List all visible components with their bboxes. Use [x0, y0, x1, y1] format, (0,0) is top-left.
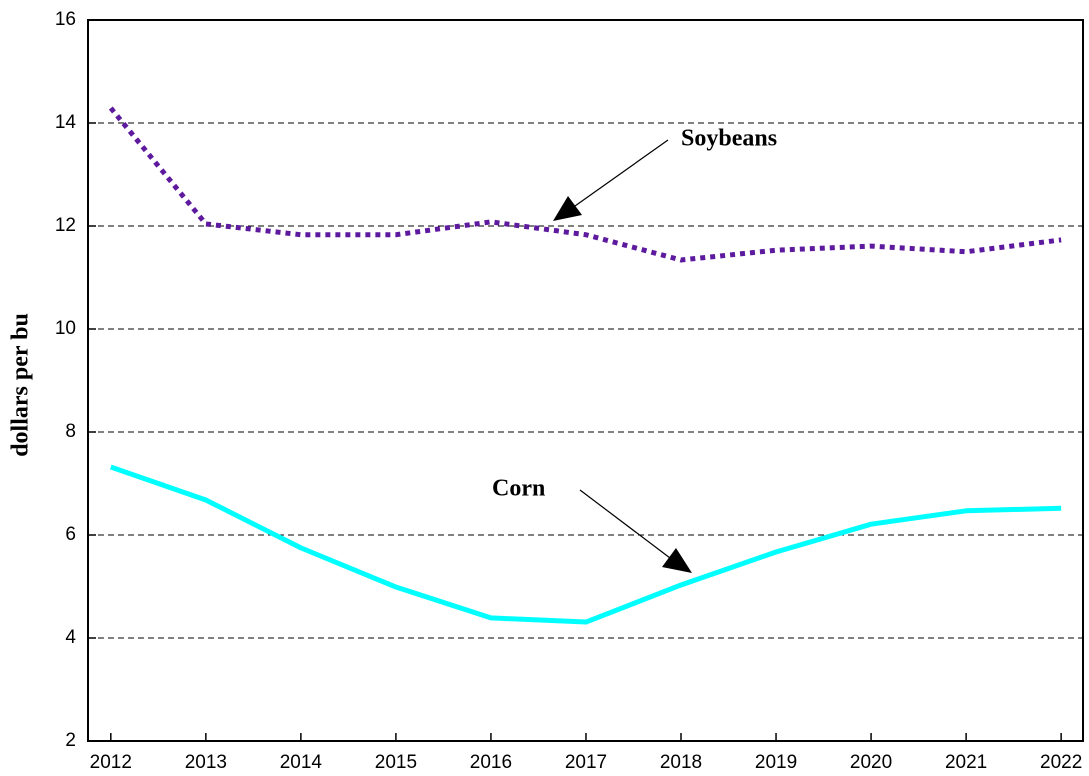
- x-tick-label: 2022: [1040, 752, 1082, 773]
- plot-frame: [87, 19, 1084, 742]
- y-tick-label: 10: [55, 318, 76, 339]
- x-tick-label: 2021: [945, 752, 987, 773]
- y-tick-label: 8: [65, 421, 76, 442]
- annotation-label: Soybeans: [681, 126, 777, 152]
- series-line: [108, 106, 1062, 263]
- x-tick-label: 2013: [185, 752, 227, 773]
- annotation-soybeans: Soybeans: [553, 126, 777, 221]
- y-axis-label: dollars per bu: [8, 313, 34, 457]
- annotation-arrow: [574, 139, 669, 207]
- y-tick-label: 6: [65, 524, 76, 545]
- y-tick-label: 16: [55, 9, 76, 30]
- x-tick-label: 2019: [755, 752, 797, 773]
- annotation-label: Corn: [492, 476, 545, 502]
- annotation-arrow: [579, 489, 671, 559]
- x-tick-label: 2015: [375, 752, 417, 773]
- x-tick-label: 2020: [850, 752, 892, 773]
- x-tick-label: 2012: [90, 752, 132, 773]
- y-tick-label: 14: [55, 112, 77, 133]
- y-tick-label: 2: [65, 730, 76, 751]
- y-tick-label: 12: [55, 215, 76, 236]
- x-tick-label: 2018: [660, 752, 702, 773]
- x-tick-label: 2017: [565, 752, 607, 773]
- series-line: [109, 464, 1062, 625]
- annotation-arrowhead: [662, 548, 692, 573]
- plot: 2 4 6 8 10 12 14 16 2012 2013 2014 2015 2016 2017 2018…: [55, 9, 1084, 773]
- y-tick-label: 4: [65, 627, 76, 648]
- annotation-corn: Corn: [492, 476, 692, 573]
- annotation-arrowhead: [553, 196, 582, 221]
- x-tick-label: 2014: [280, 752, 323, 773]
- x-tick-label: 2016: [470, 752, 512, 773]
